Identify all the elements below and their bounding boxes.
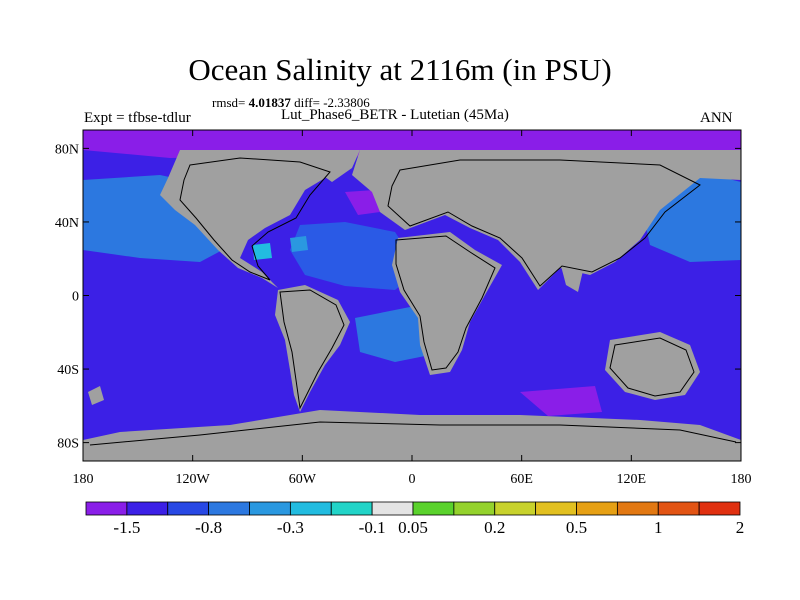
coast-australia <box>609 337 695 397</box>
lon-tick-label: 0 <box>409 472 416 487</box>
colorbar-cell <box>371 501 414 516</box>
land-north-america <box>160 150 340 288</box>
colorbar-label: -0.3 <box>277 518 304 537</box>
land-australia <box>605 332 700 400</box>
land-south-america <box>275 285 350 412</box>
season-label: ANN <box>700 110 733 126</box>
colorbar-cell <box>167 501 210 516</box>
colorbar: -1.5 -0.8 -0.3 -0.1 0.05 0.2 0.5 1 2 <box>85 501 744 537</box>
zone-mediterranean <box>345 190 380 215</box>
colorbar-cell <box>698 501 741 516</box>
coast-south-america <box>279 289 345 410</box>
colorbar-cell <box>494 501 537 516</box>
rmsd-value: 4.01837 <box>248 95 291 110</box>
latitude-ticks: 80N 40N 0 40S 80S <box>55 142 741 452</box>
colorbar-cell <box>126 501 169 516</box>
colorbar-cell <box>208 501 250 516</box>
zone-southern-indian <box>520 386 602 416</box>
lon-tick-label: 60E <box>510 472 533 487</box>
coast-africa <box>395 235 496 371</box>
zone-south-pacific <box>83 300 300 430</box>
stats-line: rmsd= 4.01837 diff= -2.33806 <box>212 95 370 111</box>
colorbar-label: 0.05 <box>398 518 428 537</box>
zone-gulf <box>290 236 308 252</box>
colorbar-label: -0.1 <box>359 518 386 537</box>
lat-tick-label: 40S <box>57 363 79 378</box>
rmsd-label: rmsd= <box>212 95 246 110</box>
longitude-ticks: 180 120W 60W 0 60E 120E 180 <box>73 130 752 487</box>
colorbar-cell <box>289 501 332 516</box>
page-title: Ocean Salinity at 2116m (in PSU) <box>188 52 612 87</box>
land-antarctica <box>83 410 741 461</box>
colorbar-cell <box>535 501 577 516</box>
colorbar-cell <box>330 501 373 516</box>
colorbar-cell <box>249 501 291 516</box>
colorbar-cell <box>657 501 700 516</box>
coastline-overlay <box>89 157 737 446</box>
lat-tick-label: 0 <box>72 290 79 305</box>
zone-north-atlantic-gyre <box>290 222 420 290</box>
zone-caribbean <box>253 243 272 260</box>
lon-tick-label: 60W <box>289 472 317 487</box>
colorbar-label: -1.5 <box>113 518 140 537</box>
diff-value: -2.33806 <box>323 95 370 110</box>
lon-tick-label: 120E <box>617 472 647 487</box>
colorbar-label: -0.8 <box>195 518 222 537</box>
land-masses <box>83 150 741 461</box>
coast-north-america <box>179 157 331 281</box>
map-panel: 80N 40N 0 40S 80S 180 120W 60W 0 60E 120E 180 <box>55 129 752 487</box>
colorbar-label: 0.5 <box>566 518 587 537</box>
colorbar-cell <box>85 501 128 516</box>
colorbar-cells <box>85 501 741 516</box>
map-subtitle: Lut_Phase6_BETR - Lutetian (45Ma) <box>281 107 509 123</box>
coast-antarctica <box>89 421 737 446</box>
colorbar-cell <box>616 501 659 516</box>
experiment-label: Expt = tfbse-tdlur <box>84 110 191 126</box>
diff-label: diff= <box>294 95 320 110</box>
lon-tick-label: 180 <box>731 472 752 487</box>
land-africa <box>392 232 502 375</box>
lon-tick-label: 180 <box>73 472 94 487</box>
colorbar-label: 2 <box>736 518 745 537</box>
colorbar-cell <box>453 501 496 516</box>
colorbar-cell <box>412 501 455 516</box>
colorbar-label: 1 <box>654 518 663 537</box>
colorbar-labels: -1.5 -0.8 -0.3 -0.1 0.05 0.2 0.5 1 2 <box>113 518 744 537</box>
colorbar-cell <box>576 501 618 516</box>
lat-tick-label: 80N <box>55 142 79 157</box>
lat-tick-label: 40N <box>55 216 79 231</box>
coast-eurasia <box>387 159 701 287</box>
land-eurasia <box>352 150 741 290</box>
colorbar-label: 0.2 <box>484 518 505 537</box>
lat-tick-label: 80S <box>57 437 79 452</box>
land-new-zealand <box>88 386 104 405</box>
lon-tick-label: 120W <box>176 472 211 487</box>
